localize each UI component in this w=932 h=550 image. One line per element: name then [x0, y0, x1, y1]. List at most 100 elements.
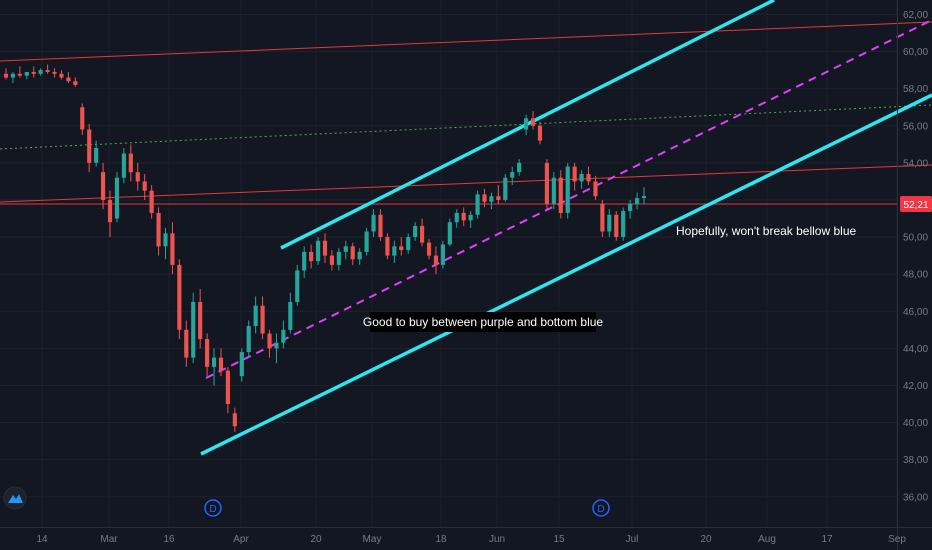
candle-body-down [600, 203, 605, 232]
candle-body-down [420, 225, 425, 243]
candle-body-up [392, 246, 397, 256]
candle-body-down [149, 190, 154, 213]
candle-body-down [329, 255, 335, 265]
candle-body-down [198, 301, 203, 340]
dividend-marker-circle[interactable] [592, 499, 610, 517]
candle-body-up [343, 246, 348, 252]
candle-body-up [628, 203, 633, 212]
y-tick-label: 62,00 [903, 10, 928, 21]
candle-body-down [530, 118, 536, 126]
y-tick-label: 42,00 [903, 381, 928, 392]
y-tick-label: 50,00 [903, 233, 928, 244]
candle-body-down [225, 370, 230, 404]
annotation-hope: Hopefully, won't break bellow blue [676, 224, 856, 238]
candle-body-up [315, 240, 321, 262]
candle-body-down [52, 71, 57, 74]
x-tick-label: Apr [233, 534, 249, 545]
candle-body-up [274, 342, 279, 349]
candle-body-up [364, 231, 369, 252]
candle-body-up [302, 251, 307, 271]
candle-body-down [80, 107, 85, 130]
x-axis: 14 Mar 16 Apr 20 May 18 Jun 15 Jul 20 Aug 17 Sep [36, 534, 906, 545]
candle-body-down [433, 255, 439, 265]
candle-body-up [447, 222, 452, 245]
candle-body-down [66, 77, 71, 82]
y-tick-label: 58,00 [903, 84, 928, 95]
candle-body-down [399, 246, 404, 251]
candle-body-down [385, 237, 390, 256]
candle-body-down [267, 333, 272, 349]
dividend-marker-2[interactable]: D [592, 499, 610, 517]
candle-body-up [336, 251, 341, 265]
green-dotted-line [0, 104, 932, 150]
x-tick-label: 14 [36, 534, 48, 545]
candle-body-up [211, 357, 217, 367]
candle-body-up [246, 326, 251, 353]
y-tick-label: 40,00 [903, 418, 928, 429]
candle-body-up [239, 352, 244, 377]
candle-body-down [586, 173, 591, 182]
candle-body-down [558, 177, 563, 213]
candle-body-down [260, 305, 265, 334]
candle-body-up [517, 162, 522, 173]
candle-body-up [475, 194, 480, 215]
y-tick-label: 36,00 [903, 492, 928, 503]
candle-body-down [309, 251, 314, 262]
dividend-marker-1[interactable]: D [204, 499, 222, 517]
candle-body-down [45, 70, 50, 72]
current-price-tag-bg [900, 196, 932, 212]
candle-body-up [281, 329, 286, 343]
candle-body-down [156, 212, 161, 247]
candle-body-down [170, 233, 175, 265]
annotation-buy-zone-bg [370, 312, 596, 332]
candle-body-up [641, 196, 647, 199]
candle-body-down [426, 242, 432, 256]
candle-body-down [232, 413, 237, 427]
x-tick-label: 17 [821, 534, 833, 545]
candle-body-up [634, 198, 640, 204]
candle-body-up [413, 225, 418, 238]
candle-body-up [607, 214, 612, 232]
resistance-line-upper [0, 21, 932, 62]
channel-mid-line [205, 19, 932, 379]
dividend-marker-label: D [597, 504, 604, 515]
x-tick-label: 15 [553, 534, 565, 545]
candle-body-down [128, 153, 133, 173]
candle-body-up [163, 233, 168, 247]
candle-body-up [510, 172, 515, 178]
candle-body-down [218, 357, 224, 371]
candle-body-down [31, 71, 36, 74]
dividend-marker-circle[interactable] [204, 499, 222, 517]
candle-body-down [205, 339, 210, 367]
candle-body-down [3, 73, 9, 78]
annotation-buy-zone: Good to buy between purple and bottom bl… [363, 312, 603, 332]
x-tick-label: May [363, 534, 382, 545]
x-tick-label: Aug [758, 534, 776, 545]
x-tick-label: Mar [100, 534, 118, 545]
candle-body-up [253, 305, 258, 327]
candle-body-down [17, 73, 22, 76]
candle-body-down [593, 181, 598, 197]
candle-body-up [121, 153, 126, 178]
dividend-marker-label: D [209, 504, 216, 515]
y-tick-label: 48,00 [903, 270, 928, 281]
candle-body-up [579, 173, 584, 182]
candle-body-down [177, 264, 182, 330]
candle-body-up [489, 196, 494, 202]
tradingview-logo-icon[interactable] [3, 486, 27, 510]
x-tick-label: 18 [435, 534, 447, 545]
candle-body-down [322, 240, 328, 256]
candles [3, 64, 647, 432]
candle-body-down [101, 172, 106, 200]
y-tick-label: 38,00 [903, 455, 928, 466]
logo-mark [8, 494, 23, 503]
candle-body-down [572, 166, 577, 182]
candle-body-up [94, 148, 99, 163]
candle-body-down [142, 181, 147, 191]
candle-body-down [496, 196, 501, 200]
candle-body-up [440, 244, 445, 265]
